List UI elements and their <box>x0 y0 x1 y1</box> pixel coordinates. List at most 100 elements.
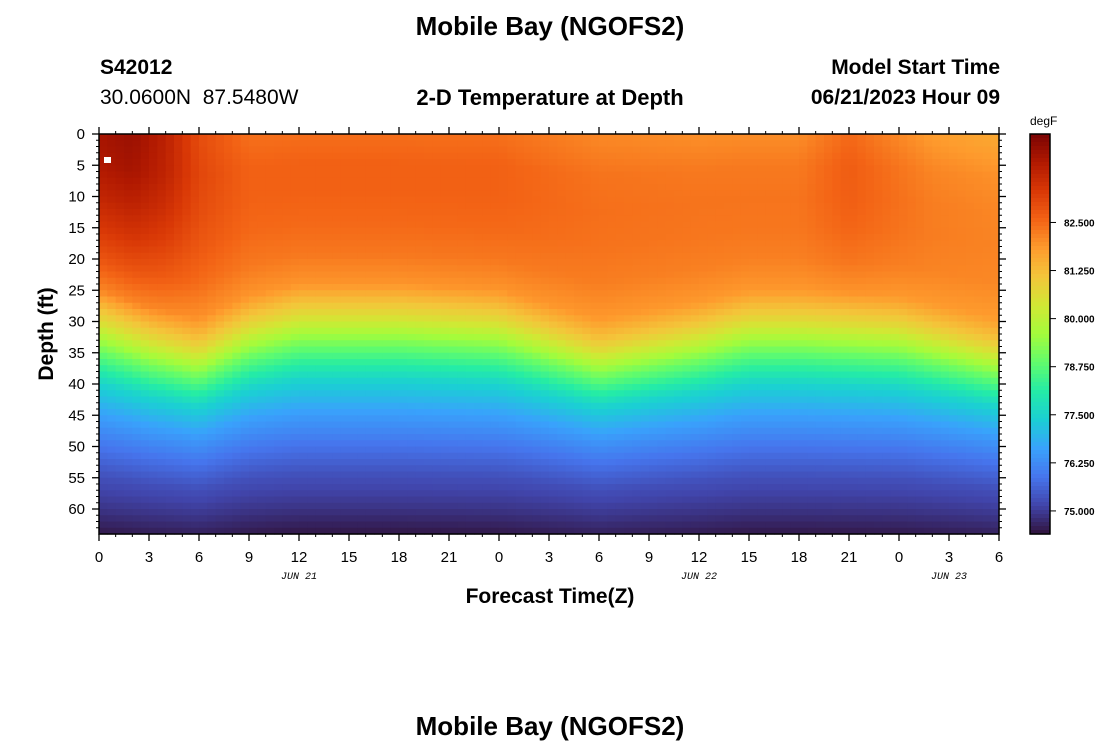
heatmap-cell <box>507 359 517 366</box>
heatmap-cell <box>465 271 475 279</box>
heatmap-cell <box>449 415 458 423</box>
heatmap-cell <box>382 371 392 379</box>
heatmap-cell <box>557 221 567 229</box>
heatmap-cell <box>107 521 117 529</box>
heatmap-cell <box>715 390 725 398</box>
heatmap-cell <box>699 471 708 479</box>
heatmap-cell <box>165 240 175 248</box>
heatmap-cell <box>449 452 458 460</box>
heatmap-cell <box>115 134 125 141</box>
heatmap-cell <box>565 321 575 329</box>
heatmap-cell <box>340 159 350 166</box>
heatmap-cell <box>565 527 575 535</box>
heatmap-cell <box>207 327 217 335</box>
heatmap-cell <box>240 359 250 366</box>
heatmap-cell <box>365 484 375 491</box>
heatmap-cell <box>424 227 433 235</box>
heatmap-cell <box>190 415 200 423</box>
heatmap-cell <box>607 234 617 241</box>
heatmap-cell <box>199 309 208 316</box>
heatmap-cell <box>257 271 267 279</box>
heatmap-cell <box>565 290 575 298</box>
heatmap-cell <box>499 371 508 379</box>
heatmap-cell <box>357 190 367 198</box>
heatmap-cell <box>390 446 400 454</box>
heatmap-cell <box>665 502 675 510</box>
heatmap-cell <box>340 446 350 454</box>
heatmap-cell <box>715 465 725 473</box>
heatmap-cell <box>299 396 308 404</box>
heatmap-cell <box>415 259 425 266</box>
heatmap-cell <box>465 515 475 523</box>
heatmap-cell <box>624 377 633 385</box>
heatmap-cell <box>474 396 483 404</box>
heatmap-cell <box>524 202 533 210</box>
heatmap-cell <box>349 302 358 310</box>
heatmap-cell <box>699 377 708 385</box>
heatmap-cell <box>315 290 325 298</box>
heatmap-cell <box>157 234 167 241</box>
heatmap-cell <box>615 321 625 329</box>
heatmap-cell <box>449 477 458 485</box>
heatmap-cell <box>149 234 158 241</box>
heatmap-cell <box>299 290 308 298</box>
heatmap-cell <box>449 334 458 341</box>
heatmap-cell <box>640 234 650 241</box>
heatmap-cell <box>499 521 508 529</box>
heatmap-cell <box>132 484 142 491</box>
heatmap-cell <box>707 134 717 141</box>
heatmap-cell <box>115 421 125 429</box>
heatmap-cell <box>240 409 250 416</box>
heatmap-cell <box>474 190 483 198</box>
heatmap-cell <box>474 171 483 179</box>
heatmap-cell <box>449 140 458 148</box>
heatmap-cell <box>440 365 450 373</box>
heatmap-cell <box>632 515 642 523</box>
heatmap-cell <box>499 134 508 141</box>
heatmap-cell <box>690 146 700 154</box>
heatmap-cell <box>507 302 517 310</box>
heatmap-cell <box>107 159 117 166</box>
heatmap-cell <box>674 209 683 216</box>
heatmap-cell <box>490 496 500 504</box>
heatmap-cell <box>624 490 633 498</box>
heatmap-cell <box>557 471 567 479</box>
heatmap-cell <box>132 515 142 523</box>
heatmap-cell <box>665 490 675 498</box>
heatmap-cell <box>157 165 167 173</box>
heatmap-cell <box>290 421 300 429</box>
heatmap-cell <box>282 346 292 354</box>
heatmap-cell <box>349 327 358 335</box>
heatmap-cell <box>349 146 358 154</box>
heatmap-cell <box>324 334 333 341</box>
heatmap-cell <box>107 215 117 223</box>
heatmap-cell <box>115 415 125 423</box>
heatmap-cell <box>507 265 517 273</box>
heatmap-cell <box>107 402 117 410</box>
heatmap-cell <box>365 227 375 235</box>
heatmap-cell <box>632 165 642 173</box>
heatmap-cell <box>207 346 217 354</box>
heatmap-cell <box>640 477 650 485</box>
heatmap-cell <box>682 165 692 173</box>
heatmap-cell <box>182 321 192 329</box>
heatmap-cell <box>507 321 517 329</box>
heatmap-cell <box>340 465 350 473</box>
heatmap-cell <box>324 371 333 379</box>
heatmap-cell <box>199 134 208 141</box>
heatmap-cell <box>407 390 417 398</box>
heatmap-cell <box>499 334 508 341</box>
heatmap-cell <box>165 359 175 366</box>
heatmap-cell <box>732 246 742 254</box>
heatmap-cell <box>282 134 292 141</box>
heatmap-cell <box>490 296 500 304</box>
heatmap-cell <box>565 209 575 216</box>
heatmap-cell <box>124 252 133 260</box>
heatmap-cell <box>165 421 175 429</box>
heatmap-cell <box>490 177 500 185</box>
heatmap-cell <box>199 159 208 166</box>
heatmap-cell <box>607 177 617 185</box>
heatmap-cell <box>265 477 275 485</box>
heatmap-cell <box>432 327 442 335</box>
heatmap-cell <box>549 152 558 160</box>
